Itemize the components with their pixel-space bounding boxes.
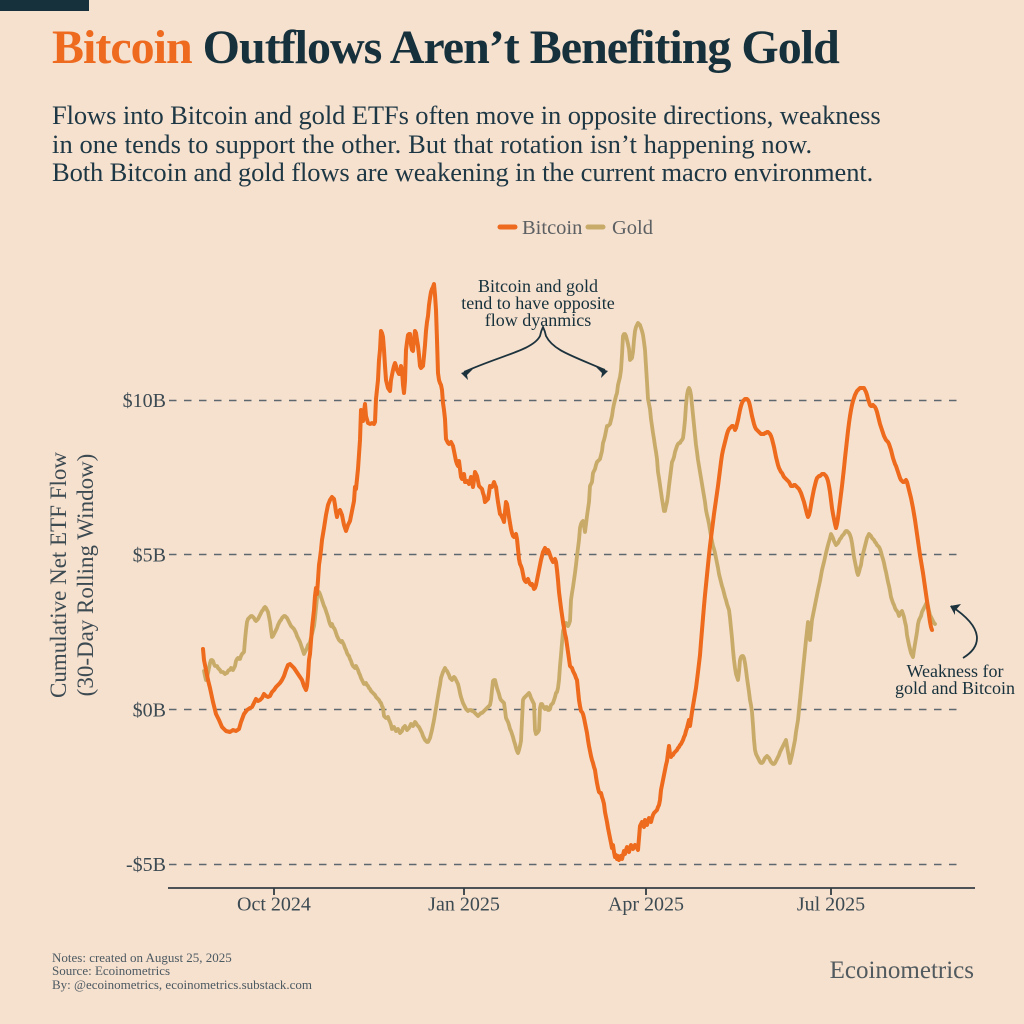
svg-text:Cumulative Net ETF Flow: Cumulative Net ETF Flow — [46, 452, 71, 698]
svg-text:$10B: $10B — [123, 390, 166, 412]
svg-text:$0B: $0B — [133, 700, 166, 722]
svg-text:Gold: Gold — [612, 217, 653, 239]
svg-text:$5B: $5B — [133, 545, 166, 567]
svg-text:Jul 2025: Jul 2025 — [797, 894, 865, 916]
svg-text:Bitcoin: Bitcoin — [522, 217, 582, 239]
svg-text:Apr 2025: Apr 2025 — [608, 894, 684, 916]
svg-text:-$5B: -$5B — [126, 854, 166, 876]
svg-text:Oct 2024: Oct 2024 — [237, 894, 311, 916]
svg-text:(30-Day Rolling Window): (30-Day Rolling Window) — [73, 454, 98, 697]
svg-text:Jan 2025: Jan 2025 — [428, 894, 500, 916]
